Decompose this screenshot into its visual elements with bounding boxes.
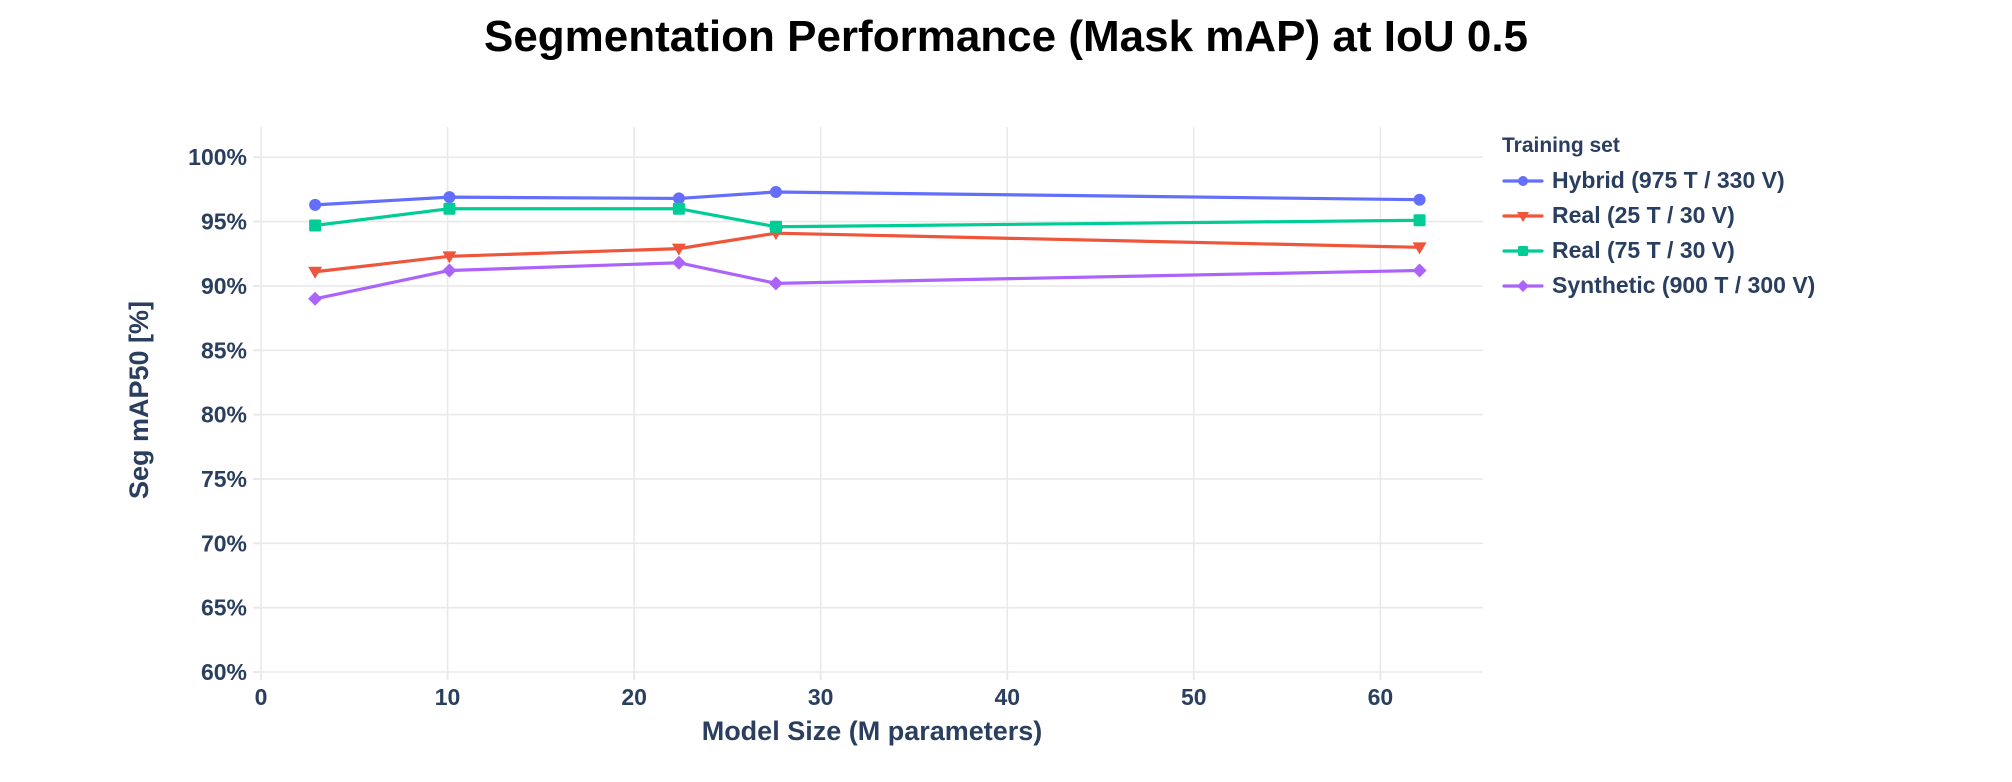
legend-swatch [1502, 175, 1544, 186]
y-axis-title: Seg mAP50 [%] [124, 301, 154, 499]
data-point-marker [769, 185, 782, 198]
legend-item[interactable]: Synthetic (900 T / 300 V) [1502, 268, 1815, 303]
legend-item-label: Real (75 T / 30 V) [1552, 237, 1735, 263]
data-point-marker [672, 202, 685, 215]
legend-swatch [1502, 245, 1544, 256]
data-point-marker [308, 266, 323, 279]
legend-item[interactable]: Hybrid (975 T / 330 V) [1502, 163, 1815, 198]
axis-layer: 60% 65% 70% 75% 80% 85% 90% 95% 100% 0 10 20 30 40 50 6… [188, 144, 1393, 710]
y-tick-label: 90% [201, 273, 247, 299]
y-tick-label: 100% [188, 144, 247, 170]
x-tick-label: 30 [808, 684, 834, 710]
data-point-marker [443, 191, 456, 204]
data-point-marker [672, 192, 685, 205]
data-point-marker [1412, 242, 1427, 255]
data-point-marker [443, 202, 456, 215]
data-point-marker [1518, 175, 1528, 186]
series-line [313, 261, 1422, 301]
data-point-marker [308, 291, 323, 306]
series-line [313, 207, 1422, 229]
data-point-marker [442, 263, 457, 278]
legend-item-label: Real (25 T / 30 V) [1552, 202, 1735, 228]
data-point-marker [309, 219, 322, 232]
legend-title: Training set [1502, 134, 1620, 157]
legend-item[interactable]: Real (75 T / 30 V) [1502, 233, 1815, 268]
data-point-marker [1412, 263, 1427, 278]
data-point-marker [1413, 214, 1426, 227]
data-point-marker [1517, 211, 1529, 222]
x-tick-label: 0 [255, 684, 268, 710]
x-axis-title: Model Size (M parameters) [702, 716, 1043, 746]
x-tick-label: 60 [1368, 684, 1394, 710]
chart-title: Segmentation Performance (Mask mAP) at I… [483, 12, 1529, 61]
series-line [313, 190, 1422, 207]
y-tick-label: 75% [201, 466, 247, 492]
x-tick-label: 10 [435, 684, 461, 710]
legend-swatch [1502, 211, 1544, 222]
x-tick-label: 40 [994, 684, 1020, 710]
data-point-marker [769, 220, 782, 233]
legend-item[interactable]: Real (25 T / 30 V) [1502, 198, 1815, 233]
y-tick-label: 70% [201, 530, 247, 556]
data-point-marker [442, 251, 457, 264]
grid-layer [260, 127, 1483, 673]
data-point-marker [1413, 193, 1426, 206]
y-tick-label: 85% [201, 337, 247, 363]
y-tick-label: 95% [201, 209, 247, 235]
data-point-marker [1517, 279, 1529, 292]
legend-items: Hybrid (975 T / 330 V) Real (25 T / 30 V)… [1502, 163, 1815, 303]
y-tick-label: 60% [201, 659, 247, 685]
data-point-marker [768, 276, 783, 291]
legend-item-label: Synthetic (900 T / 300 V) [1552, 272, 1816, 298]
legend-swatch [1502, 279, 1544, 292]
y-tick-label: 65% [201, 595, 247, 621]
data-point-marker [671, 255, 686, 270]
x-tick-label: 50 [1181, 684, 1207, 710]
data-point-marker [671, 243, 686, 256]
legend: Training set Hybrid (975 T / 330 V) Real … [1502, 134, 1815, 303]
data-point-marker [1518, 245, 1528, 256]
legend-item-label: Hybrid (975 T / 330 V) [1552, 167, 1785, 193]
y-tick-label: 80% [201, 402, 247, 428]
series-line [313, 231, 1422, 274]
series-layer [308, 185, 1427, 306]
data-point-marker [309, 198, 322, 211]
x-tick-label: 20 [621, 684, 647, 710]
